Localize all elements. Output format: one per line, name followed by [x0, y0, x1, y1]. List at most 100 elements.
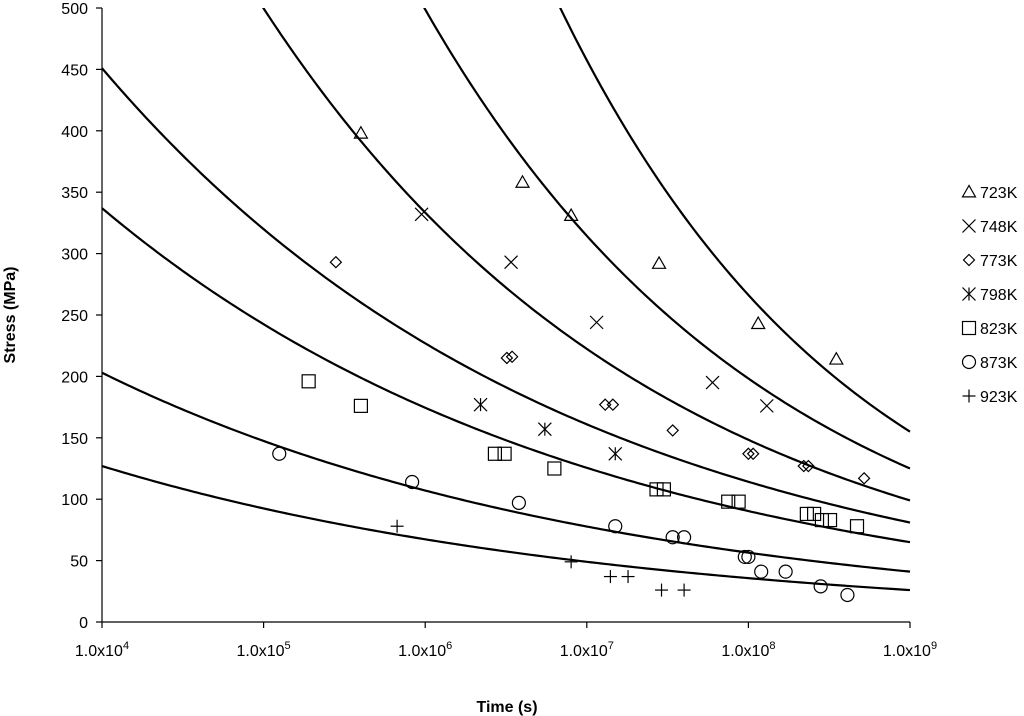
- x-tick-exponent: 8: [769, 640, 775, 652]
- legend-label: 923K: [980, 389, 1018, 406]
- data-point-723K: [828, 351, 844, 365]
- x-tick-mantissa: 1.0x10: [237, 643, 285, 660]
- fit-curve: [102, 67, 911, 524]
- data-point-748K: [705, 375, 720, 390]
- data-point-798K: [608, 446, 623, 461]
- data-point-823K: [814, 512, 830, 528]
- legend-marker-circle: [961, 354, 977, 370]
- x-tick-mantissa: 1.0x10: [883, 643, 931, 660]
- data-point-798K: [473, 397, 488, 412]
- legend-marker-triangle: [961, 184, 977, 198]
- data-point-773K: [742, 447, 755, 461]
- data-point-873K: [405, 474, 420, 490]
- x-tick-mantissa: 1.0x10: [398, 643, 446, 660]
- y-tick-label: 150: [61, 431, 88, 448]
- data-point-773K: [666, 424, 680, 437]
- data-point-873K: [840, 587, 855, 603]
- data-point-773K: [797, 459, 811, 473]
- fit-curve: [102, 464, 911, 592]
- data-point-798K: [537, 422, 552, 437]
- legend-label: 823K: [980, 321, 1018, 338]
- legend-marker-x: [962, 219, 976, 233]
- legend: 723K 748K 773K 798K 823K 873K 923K: [961, 184, 1018, 406]
- fit-curve: [559, 8, 911, 433]
- data-point-823K: [849, 519, 865, 534]
- data-point-748K: [589, 315, 604, 330]
- y-tick-label: 50: [70, 554, 88, 571]
- y-tick-label: 250: [61, 308, 88, 325]
- data-point-923K: [621, 570, 635, 584]
- data-point-773K: [500, 351, 514, 365]
- data-point-723K: [514, 174, 531, 188]
- data-point-773K: [329, 255, 343, 269]
- data-point-823K: [547, 461, 562, 476]
- data-point-873K: [813, 579, 828, 594]
- data-point-748K: [414, 207, 429, 222]
- y-tick-label: 300: [61, 247, 88, 264]
- data-point-823K: [799, 506, 814, 522]
- x-tick-label: 1.0x104: [75, 640, 129, 660]
- data-point-773K: [802, 459, 815, 473]
- x-tick-exponent: 7: [608, 640, 614, 652]
- data-point-748K: [759, 398, 774, 413]
- x-tick-label: 1.0x108: [721, 640, 775, 660]
- fit-curve: [423, 8, 911, 470]
- data-point-723K: [563, 207, 579, 222]
- data-point-923K: [603, 570, 617, 584]
- legend-item-923K: 923K: [962, 389, 1018, 406]
- data-point-773K: [505, 350, 519, 364]
- y-tick-label: 100: [61, 492, 88, 509]
- x-tick-label: 1.0x109: [883, 640, 937, 660]
- y-tick-label: 200: [61, 369, 88, 386]
- fit-curves: [102, 8, 911, 592]
- fit-curve: [102, 207, 911, 544]
- data-point-873K: [272, 446, 287, 461]
- data-point-823K: [822, 512, 838, 528]
- data-point-873K: [511, 495, 526, 510]
- y-tick-label: 350: [61, 185, 88, 202]
- fit-curve: [102, 371, 911, 573]
- data-point-823K: [721, 494, 736, 509]
- data-point-923K: [390, 519, 404, 533]
- data-point-923K: [564, 555, 578, 569]
- data-point-873K: [754, 564, 769, 579]
- data-point-873K: [665, 530, 680, 545]
- x-tick-exponent: 9: [931, 640, 937, 652]
- data-point-773K: [598, 398, 612, 411]
- x-tick-label: 1.0x107: [560, 640, 614, 660]
- data-point-823K: [301, 374, 316, 389]
- legend-marker-diamond: [962, 253, 976, 267]
- legend-item-798K: 798K: [962, 287, 1018, 304]
- x-tick-mantissa: 1.0x10: [721, 643, 769, 660]
- data-point-773K: [746, 447, 760, 461]
- data-point-873K: [778, 564, 793, 579]
- legend-marker-square: [961, 320, 977, 336]
- x-tick-label: 1.0x106: [398, 640, 452, 660]
- data-point-873K: [741, 549, 756, 565]
- legend-label: 748K: [980, 219, 1018, 236]
- legend-label: 773K: [980, 253, 1018, 270]
- data-point-873K: [608, 519, 623, 534]
- data-point-823K: [353, 398, 368, 413]
- data-point-823K: [487, 446, 503, 461]
- axes: [96, 7, 911, 628]
- data-point-773K: [857, 471, 871, 485]
- y-tick-label: 0: [79, 615, 88, 632]
- x-axis-title: Time (s): [476, 699, 537, 716]
- legend-label: 723K: [980, 185, 1018, 202]
- data-point-748K: [504, 255, 519, 270]
- legend-item-773K: 773K: [962, 253, 1018, 270]
- data-point-823K: [649, 482, 664, 497]
- data-point-873K: [737, 549, 752, 565]
- data-point-723K: [353, 125, 369, 139]
- data-point-923K: [655, 583, 669, 597]
- data-point-923K: [677, 583, 691, 597]
- legend-marker-plus: [962, 389, 976, 403]
- legend-marker-asterisk: [962, 287, 976, 301]
- x-tick-exponent: 5: [285, 640, 291, 652]
- data-point-823K: [731, 494, 746, 509]
- x-tick-label: 1.0x105: [237, 640, 291, 660]
- legend-label: 873K: [980, 355, 1018, 372]
